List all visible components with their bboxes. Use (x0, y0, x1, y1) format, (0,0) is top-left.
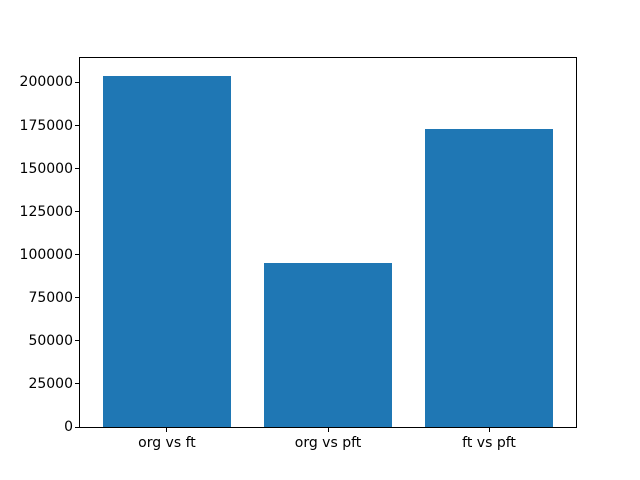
y-tick-label: 25000 (28, 375, 73, 392)
bar-org-vs-ft (102, 75, 232, 427)
y-tick-label: 175000 (19, 117, 73, 134)
y-tick-mark (75, 383, 79, 385)
bar-org-vs-pft (263, 263, 393, 427)
y-tick-label: 75000 (28, 289, 73, 306)
x-tick-label: org vs ft (138, 435, 196, 451)
bar-ft-vs-pft (424, 128, 554, 427)
y-tick-mark (75, 168, 79, 170)
y-tick-mark (75, 254, 79, 256)
y-tick-mark (75, 426, 79, 428)
y-tick-label: 0 (64, 419, 73, 435)
x-tick-label: ft vs pft (462, 435, 516, 451)
x-tick-mark (327, 428, 329, 432)
y-tick-mark (75, 297, 79, 299)
y-tick-label: 50000 (28, 332, 73, 349)
y-tick-mark (75, 81, 79, 83)
plot-area (79, 57, 577, 428)
y-tick-mark (75, 125, 79, 127)
x-tick-mark (166, 428, 168, 432)
x-tick-label: org vs pft (294, 435, 362, 451)
y-tick-label: 125000 (19, 203, 73, 220)
y-tick-label: 200000 (19, 74, 73, 91)
y-tick-mark (75, 340, 79, 342)
y-tick-mark (75, 211, 79, 213)
y-tick-label: 100000 (19, 246, 73, 263)
y-tick-label: 150000 (19, 160, 73, 177)
x-tick-mark (488, 428, 490, 432)
